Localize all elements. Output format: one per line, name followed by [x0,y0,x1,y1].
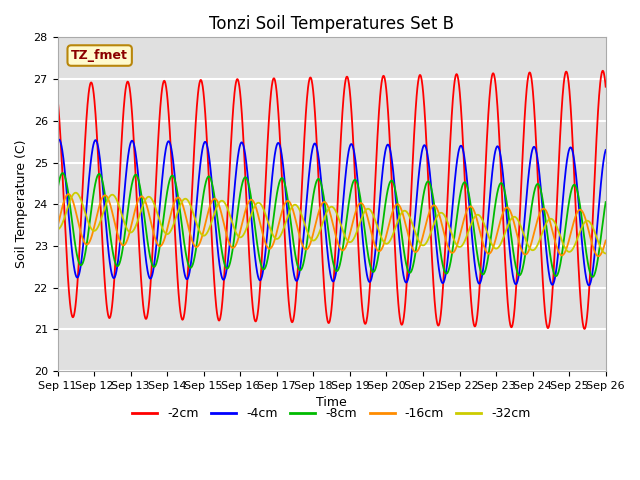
-16cm [119,242,127,248]
-16cm [595,253,602,259]
-2cm [298,194,305,200]
-4cm [308,150,316,156]
Line: -2cm: -2cm [58,71,605,329]
Line: -32cm: -32cm [58,192,605,253]
-8cm [54,187,61,192]
-8cm [59,170,67,176]
-8cm [366,261,374,267]
-2cm [307,76,315,82]
-16cm [308,236,316,242]
-8cm [308,204,316,209]
-16cm [97,200,104,206]
-4cm [54,139,61,144]
Title: Tonzi Soil Temperatures Set B: Tonzi Soil Temperatures Set B [209,15,454,33]
Line: -16cm: -16cm [58,194,605,256]
-8cm [589,274,596,280]
Text: TZ_fmet: TZ_fmet [71,49,128,62]
-2cm [96,191,104,196]
-2cm [118,127,126,132]
-16cm [298,240,306,246]
Line: -4cm: -4cm [58,140,605,285]
Legend: -2cm, -4cm, -8cm, -16cm, -32cm: -2cm, -4cm, -8cm, -16cm, -32cm [127,402,536,425]
-16cm [287,201,294,206]
-4cm [119,210,127,216]
Y-axis label: Soil Temperature (C): Soil Temperature (C) [15,140,28,268]
-16cm [54,224,61,229]
-8cm [119,246,127,252]
-8cm [287,217,294,223]
-4cm [97,159,104,165]
-4cm [287,244,294,250]
-4cm [602,147,609,153]
-2cm [286,312,294,318]
-2cm [365,290,373,296]
-16cm [366,224,374,229]
-32cm [119,215,127,220]
-32cm [287,207,294,213]
-16cm [65,191,72,197]
Line: -8cm: -8cm [58,173,605,277]
-32cm [72,190,79,195]
-4cm [55,137,63,143]
-4cm [366,279,374,285]
-4cm [585,282,593,288]
-4cm [298,252,306,257]
X-axis label: Time: Time [316,396,347,409]
-2cm [602,84,609,90]
-32cm [298,213,306,218]
-32cm [366,207,374,213]
-32cm [308,237,316,243]
-32cm [54,227,61,232]
-2cm [599,68,607,73]
-8cm [298,265,306,271]
-32cm [97,218,104,224]
-8cm [97,172,104,178]
-16cm [602,238,609,243]
-2cm [580,326,588,332]
-2cm [54,95,61,100]
-32cm [602,251,609,256]
-8cm [602,199,609,205]
